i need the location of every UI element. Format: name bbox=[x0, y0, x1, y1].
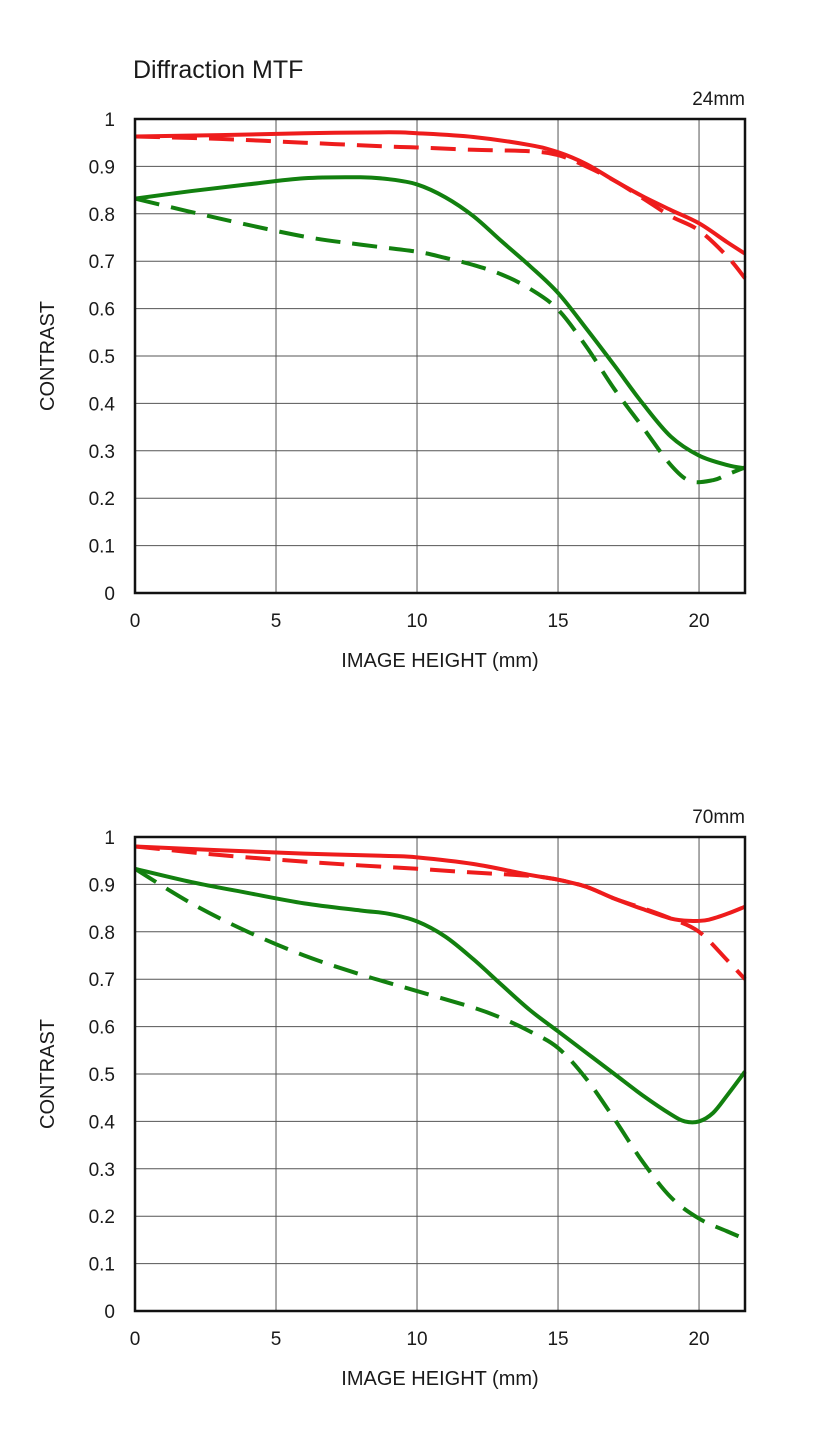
y-axis-label: CONTRAST bbox=[37, 1019, 59, 1129]
series-line-green-solid bbox=[135, 866, 747, 1125]
y-tick-label: 0.1 bbox=[89, 537, 115, 558]
plot-frame bbox=[133, 117, 747, 595]
y-axis-label: CONTRAST bbox=[37, 301, 59, 411]
y-tick-label: 0.3 bbox=[89, 1160, 115, 1181]
x-tick-label: 5 bbox=[271, 1329, 282, 1350]
y-tick-label: 1 bbox=[104, 828, 115, 849]
y-tick-label: 0.7 bbox=[89, 252, 115, 273]
y-tick-label: 0.4 bbox=[89, 1112, 116, 1133]
x-tick-label: 5 bbox=[271, 611, 282, 632]
focal-length-label: 24mm bbox=[692, 89, 745, 110]
y-tick-label: 0.2 bbox=[89, 1207, 115, 1228]
x-tick-label: 0 bbox=[130, 611, 141, 632]
series-line-red-dashed bbox=[135, 134, 747, 280]
plot-frame bbox=[133, 835, 747, 1313]
x-tick-label: 20 bbox=[688, 611, 709, 632]
x-tick-label: 15 bbox=[547, 611, 568, 632]
series-line-green-dashed bbox=[135, 196, 746, 485]
y-tick-label: 0.8 bbox=[89, 205, 115, 226]
y-tick-label: 0.9 bbox=[89, 157, 115, 178]
x-axis-label: IMAGE HEIGHT (mm) bbox=[341, 650, 538, 672]
y-tick-label: 0.9 bbox=[89, 875, 115, 896]
mtf-chart-70mm: 00.10.20.30.40.50.60.70.80.910 5 10 15 2070m… bbox=[37, 807, 747, 1390]
y-tick-label: 0 bbox=[104, 1302, 115, 1323]
x-tick-label: 0 bbox=[130, 1329, 141, 1350]
y-tick-label: 0.5 bbox=[89, 347, 115, 368]
y-tick-label: 0 bbox=[104, 584, 115, 605]
y-tick-label: 0.5 bbox=[89, 1065, 115, 1086]
y-tick-label: 0.8 bbox=[89, 923, 115, 944]
focal-length-label: 70mm bbox=[692, 807, 745, 828]
y-tick-label: 0.6 bbox=[89, 300, 115, 321]
x-tick-label: 20 bbox=[688, 1329, 709, 1350]
x-tick-label: 10 bbox=[406, 1329, 427, 1350]
y-tick-label: 0.2 bbox=[89, 489, 115, 510]
series-line-red-dashed bbox=[135, 844, 747, 981]
series-line-green-solid bbox=[135, 175, 746, 471]
y-tick-label: 1 bbox=[104, 110, 115, 131]
mtf-chart-24mm: 00.10.20.30.40.50.60.70.80.910 5 10 15 2024m… bbox=[37, 89, 747, 672]
y-tick-label: 0.3 bbox=[89, 442, 115, 463]
series-line-green-dashed bbox=[135, 867, 746, 1241]
chart-title: Diffraction MTF bbox=[133, 56, 304, 84]
x-tick-label: 15 bbox=[547, 1329, 568, 1350]
y-tick-label: 0.6 bbox=[89, 1018, 115, 1039]
series-line-red-solid bbox=[135, 130, 747, 256]
x-tick-label: 10 bbox=[406, 611, 427, 632]
y-tick-label: 0.4 bbox=[89, 394, 116, 415]
y-tick-label: 0.1 bbox=[89, 1255, 115, 1276]
y-tick-label: 0.7 bbox=[89, 970, 115, 991]
x-axis-label: IMAGE HEIGHT (mm) bbox=[341, 1368, 538, 1390]
